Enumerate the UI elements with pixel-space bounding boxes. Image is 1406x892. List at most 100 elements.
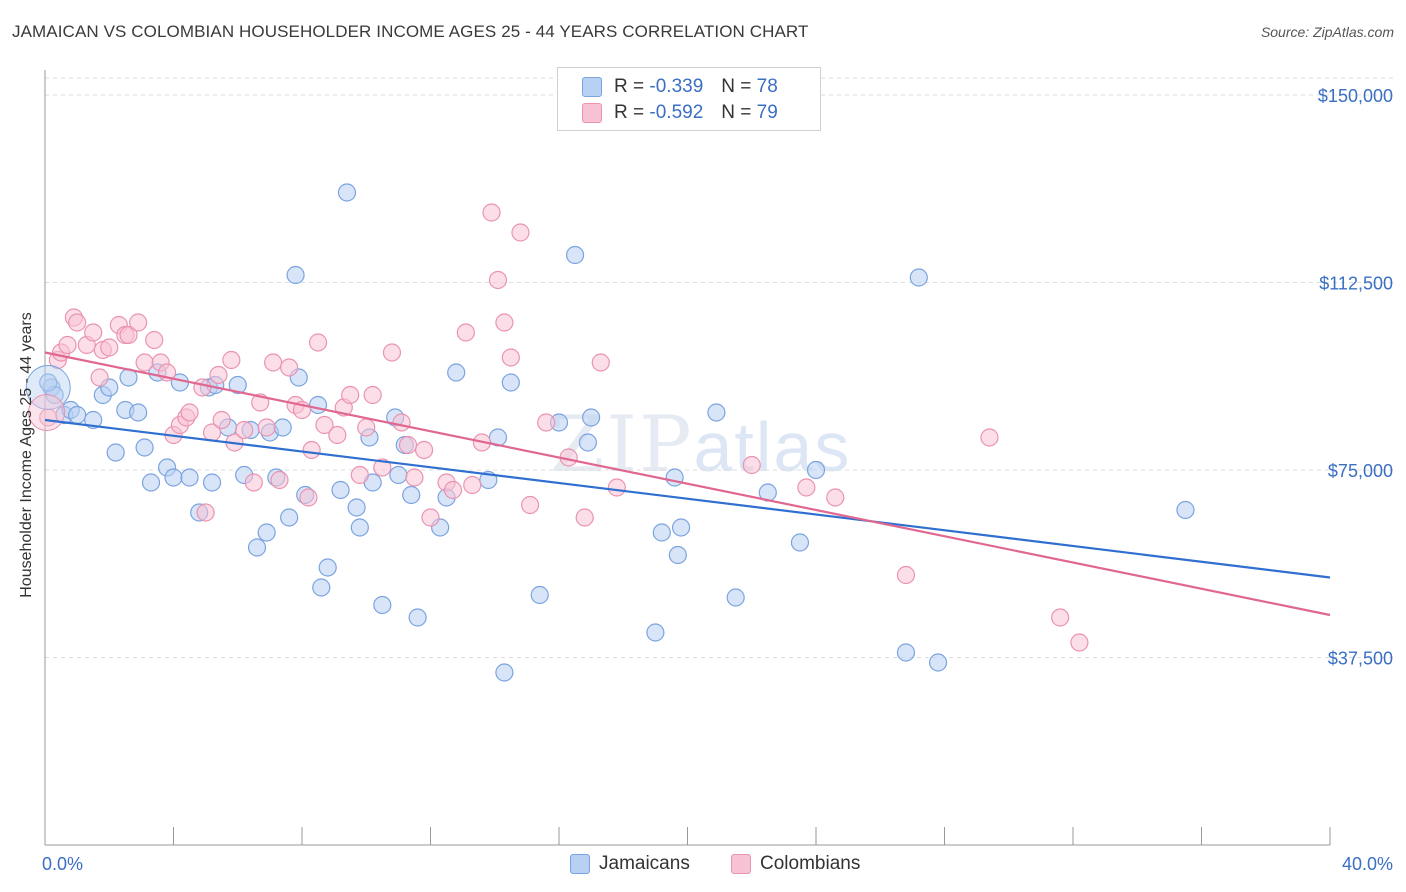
jamaicans-trend-line <box>44 418 1331 579</box>
colombians-point-64 <box>501 348 520 367</box>
colombians-point-5 <box>68 313 87 332</box>
jamaicans-point-5 <box>84 410 103 430</box>
colombians-point-69 <box>575 508 594 527</box>
source-label: Source: ZipAtlas.com <box>1260 24 1394 40</box>
bottom-legend-colombians: Colombians <box>731 852 860 876</box>
colombians-point-31 <box>244 473 263 492</box>
jamaicans-point-37 <box>312 578 331 597</box>
jamaicans-point-58 <box>530 585 549 605</box>
colombians-point-22 <box>180 403 199 422</box>
colombians-point-73 <box>797 478 816 497</box>
legend-jamaicans-r-value: -0.339 <box>649 76 704 97</box>
jamaicans-point-61 <box>578 433 598 452</box>
colombians-point-16 <box>145 330 164 350</box>
colombians-point-77 <box>1051 608 1070 627</box>
colombians-point-59 <box>463 475 482 495</box>
legend-colombians-r-value: -0.592 <box>649 102 704 123</box>
colombians-point-30 <box>235 420 254 440</box>
jamaicans-cluster-point <box>25 365 71 410</box>
legend-jamaicans-n-label: N = <box>721 76 752 97</box>
colombians-point-52 <box>398 435 418 455</box>
chart-title: JAMAICAN VS COLOMBIAN HOUSEHOLDER INCOME… <box>12 22 809 41</box>
jamaicans-swatch <box>582 77 602 97</box>
jamaicans-point-63 <box>646 623 665 642</box>
colombians-point-71 <box>607 478 626 497</box>
legend-row-jamaicans: R = -0.339 N = 78 <box>582 75 778 99</box>
colombians-point-3 <box>58 335 77 355</box>
colombians-point-35 <box>270 470 289 490</box>
jamaicans-point-76 <box>1176 500 1195 520</box>
colombians-point-67 <box>537 413 556 432</box>
jamaicans-point-74 <box>909 268 928 287</box>
colombians-point-46 <box>350 465 369 485</box>
colombians-point-49 <box>373 458 392 477</box>
colombians-point-45 <box>341 385 360 405</box>
bottom-legend-jamaicans: Jamaicans <box>570 852 690 876</box>
jamaicans-point-56 <box>495 663 514 682</box>
jamaicans-point-31 <box>273 418 292 437</box>
bottom-legend-colombians-label: Colombians <box>760 853 861 874</box>
jamaicans-point-40 <box>337 183 357 202</box>
colombians-point-58 <box>456 323 475 342</box>
jamaicans-point-36 <box>308 395 328 415</box>
jamaicans-point-24 <box>228 375 247 395</box>
legend-jamaicans-n-value: 78 <box>756 76 778 97</box>
bottom-colombians-swatch <box>731 854 751 874</box>
y-axis-label: Householder Income Ages 25 - 44 years <box>18 312 35 598</box>
colombians-point-55 <box>421 508 440 527</box>
colombians-point-53 <box>405 468 424 487</box>
jamaicans-point-12 <box>135 438 154 457</box>
jamaicans-point-27 <box>247 538 267 557</box>
jamaicans-point-8 <box>106 443 125 462</box>
jamaicans-point-69 <box>726 588 745 607</box>
colombians-point-75 <box>896 565 916 585</box>
colombians-point-76 <box>980 428 999 447</box>
jamaicans-point-60 <box>565 245 585 265</box>
legend-colombians-n-label: N = <box>721 102 752 123</box>
jamaicans-point-62 <box>582 408 601 427</box>
jamaicans-point-13 <box>141 473 161 492</box>
colombians-point-36 <box>280 358 299 377</box>
jamaicans-point-64 <box>652 523 671 542</box>
legend-jamaicans-r-label: R = <box>614 76 645 97</box>
colombians-point-66 <box>520 495 540 515</box>
colombians-point-74 <box>826 488 845 507</box>
y-tick-label-0: $37,500 <box>1328 649 1393 669</box>
jamaicans-point-32 <box>280 508 299 527</box>
colombians-point-62 <box>488 270 508 290</box>
colombians-point-39 <box>299 488 318 507</box>
colombians-point-14 <box>129 313 148 332</box>
jamaicans-point-47 <box>389 465 408 485</box>
colombians-point-57 <box>443 480 463 500</box>
colombians-point-26 <box>209 365 228 385</box>
colombians-point-33 <box>257 418 276 437</box>
jamaicans-point-49 <box>402 485 421 505</box>
bottom-jamaicans-swatch <box>570 854 590 874</box>
bottom-legend-jamaicans-label: Jamaicans <box>599 853 690 874</box>
jamaicans-point-71 <box>790 533 810 552</box>
colombians-point-10 <box>100 338 119 357</box>
jamaicans-point-77 <box>39 373 58 392</box>
jamaicans-point-38 <box>318 558 337 577</box>
colombians-point-42 <box>315 415 334 435</box>
jamaicans-point-11 <box>129 403 148 422</box>
colombians-point-78 <box>1070 633 1089 652</box>
colombians-point-43 <box>328 425 347 445</box>
jamaicans-point-28 <box>257 523 276 542</box>
colombians-point-8 <box>90 368 109 387</box>
jamaicans-point-75 <box>928 653 948 672</box>
colombians-point-63 <box>495 313 514 332</box>
jamaicans-point-66 <box>668 545 687 565</box>
colombians-point-28 <box>222 350 241 370</box>
colombians-point-24 <box>196 503 215 522</box>
x-tick-label-1: 40.0% <box>1342 854 1393 874</box>
jamaicans-point-42 <box>350 518 369 537</box>
jamaicans-point-33 <box>286 265 305 285</box>
jamaicans-point-21 <box>202 473 222 492</box>
colombians-point-13 <box>119 325 138 345</box>
jamaicans-point-45 <box>373 595 392 615</box>
colombians-point-72 <box>742 455 761 475</box>
colombians-point-47 <box>357 418 376 437</box>
colombians-trend-line <box>44 351 1331 617</box>
